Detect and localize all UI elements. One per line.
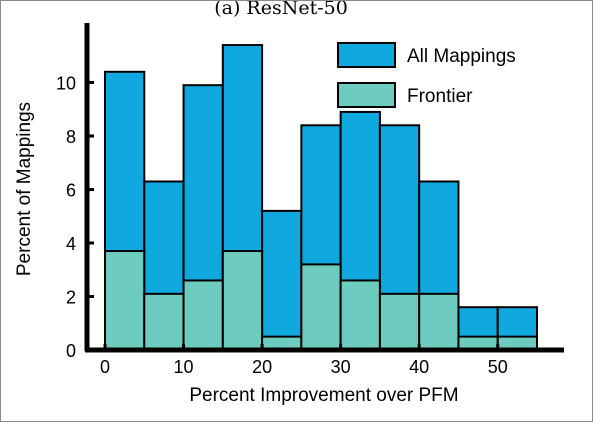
all-mappings-bar-4 <box>261 209 303 351</box>
y-tick-label: 8 <box>66 127 76 147</box>
x-tick-label: 0 <box>100 357 110 377</box>
x-axis-label: Percent Improvement over PFM <box>189 385 458 406</box>
legend-swatch-frontier <box>337 82 396 108</box>
y-tick-label: 10 <box>56 74 76 94</box>
frontier-bar-5 <box>300 263 342 351</box>
y-tick-label: 0 <box>66 341 76 361</box>
frontier-bar-6 <box>339 279 381 352</box>
frontier-bar-3 <box>221 250 264 351</box>
frontier-bar-8 <box>418 292 460 352</box>
frontier-bar-2 <box>182 279 224 352</box>
x-tick-label: 30 <box>331 357 351 377</box>
y-tick-label: 2 <box>66 288 76 308</box>
frontier-bars <box>104 250 538 352</box>
x-tick-label: 50 <box>488 357 508 377</box>
frontier-bar-1 <box>143 292 185 352</box>
legend-swatch-all-mappings <box>337 42 396 68</box>
legend-label-frontier: Frontier <box>407 86 473 107</box>
legend-label-all-mappings: All Mappings <box>407 46 516 67</box>
legend: All Mappings Frontier <box>337 42 516 108</box>
y-axis-label: Percent of Mappings <box>14 102 35 276</box>
x-tick-label: 20 <box>252 357 272 377</box>
x-tick-label: 40 <box>409 357 429 377</box>
chart-title: (a) ResNet-50 <box>214 1 348 19</box>
frontier-bar-7 <box>378 292 421 352</box>
x-axis-ticks: 0 10 20 30 40 50 <box>100 344 508 377</box>
y-tick-label: 4 <box>66 234 76 254</box>
y-tick-label: 6 <box>66 181 76 201</box>
x-tick-label: 10 <box>174 357 194 377</box>
y-axis-ticks: 0 2 4 6 8 10 <box>56 74 94 361</box>
frontier-bar-0 <box>104 250 146 351</box>
